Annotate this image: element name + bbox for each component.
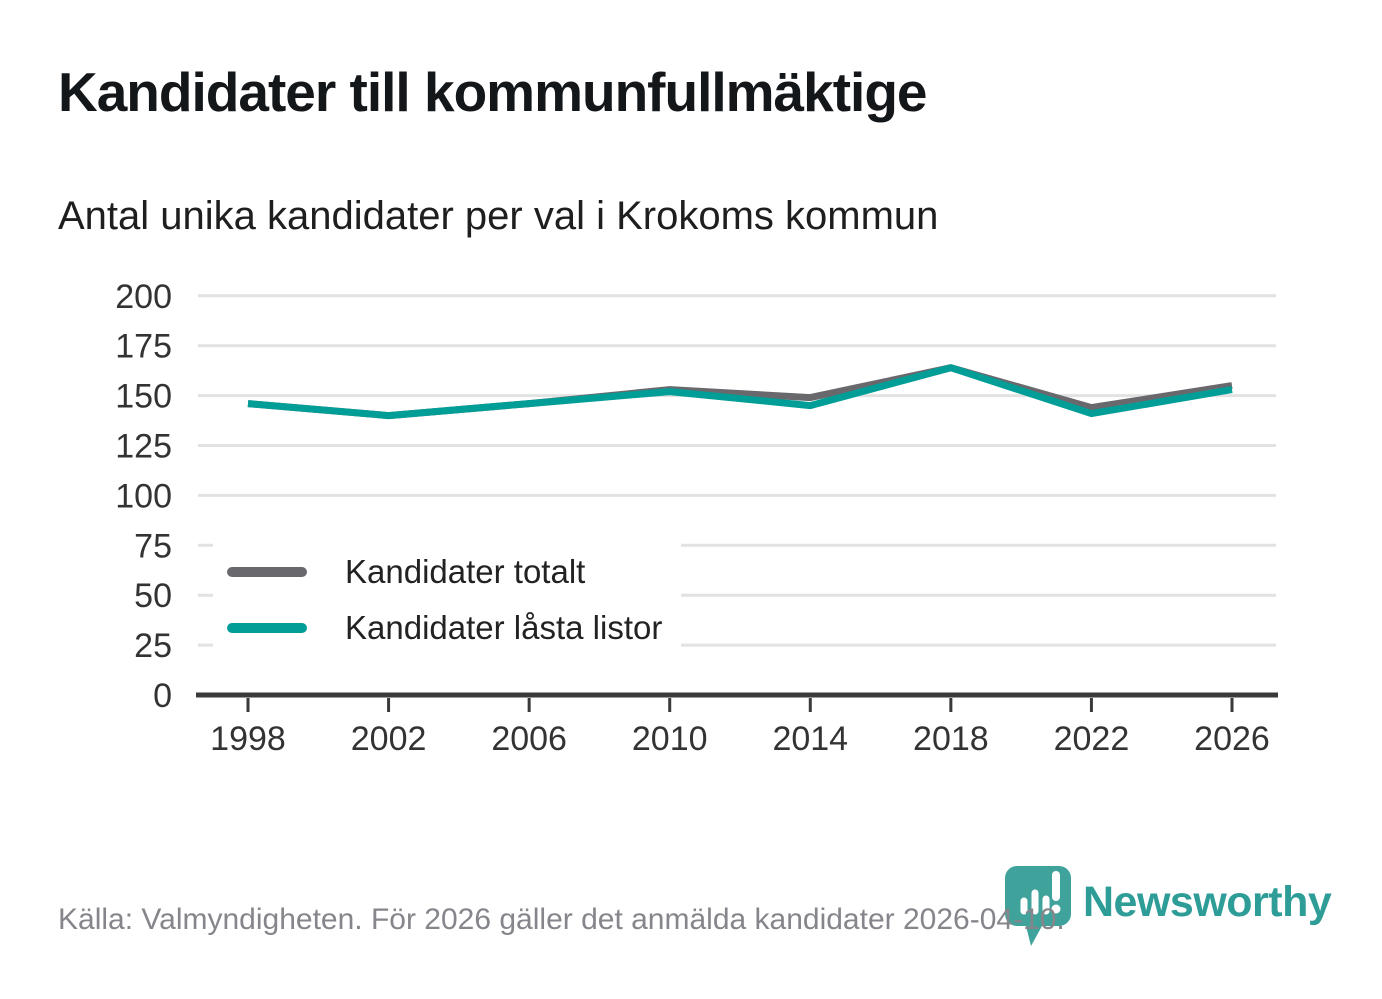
y-axis-tick-label: 75 bbox=[134, 527, 172, 565]
y-axis-tick-label: 150 bbox=[115, 378, 172, 416]
legend-swatch bbox=[227, 623, 307, 633]
newsworthy-logo: Newsworthy bbox=[1003, 864, 1332, 952]
chart-canvas: 0 25 50 75 100 125 150 175 200 1998 2002 2006 2010 20… bbox=[115, 278, 1278, 758]
y-axis-tick-label: 125 bbox=[115, 428, 172, 466]
legend-label: Kandidater totalt bbox=[345, 553, 586, 590]
chart-subtitle: Antal unika kandidater per val i Krokoms… bbox=[58, 194, 939, 238]
x-axis-tick-label: 2014 bbox=[772, 720, 848, 758]
x-axis-tick-label: 1998 bbox=[210, 720, 286, 758]
series-line-kandidater-l-sta-listor bbox=[247, 364, 1233, 420]
page-title: Kandidater till kommunfullmäktige bbox=[58, 61, 928, 123]
x-axis-tick-label: 2010 bbox=[632, 720, 708, 758]
source-note: Källa: Valmyndigheten. För 2026 gäller d… bbox=[58, 903, 1065, 936]
y-axis-tick-label: 175 bbox=[115, 328, 172, 366]
chart-legend: Kandidater totalt Kandidater låsta listor bbox=[213, 538, 681, 662]
newsworthy-wordmark: Newsworthy bbox=[1083, 878, 1332, 926]
legend-swatch bbox=[227, 567, 307, 577]
x-axis-tick-label: 2006 bbox=[491, 720, 567, 758]
legend-label: Kandidater låsta listor bbox=[345, 609, 663, 646]
x-axis-tick-label: 2026 bbox=[1194, 720, 1270, 758]
y-axis-tick-label: 50 bbox=[134, 577, 172, 615]
x-axis-tick-label: 2018 bbox=[913, 720, 989, 758]
y-axis-tick-label: 25 bbox=[134, 627, 172, 665]
line-chart: 0 25 50 75 100 125 150 175 200 1998 2002 2006 2010 20… bbox=[0, 278, 1382, 778]
x-axis-tick-label: 2022 bbox=[1054, 720, 1130, 758]
legend-item: Kandidater låsta listor bbox=[213, 600, 681, 656]
legend-item: Kandidater totalt bbox=[213, 544, 681, 600]
x-axis-tick-label: 2002 bbox=[351, 720, 427, 758]
y-axis-tick-label: 0 bbox=[153, 677, 172, 715]
y-axis-tick-label: 200 bbox=[115, 278, 172, 316]
newsworthy-logo-icon bbox=[1005, 866, 1071, 946]
y-axis-tick-label: 100 bbox=[115, 477, 172, 515]
